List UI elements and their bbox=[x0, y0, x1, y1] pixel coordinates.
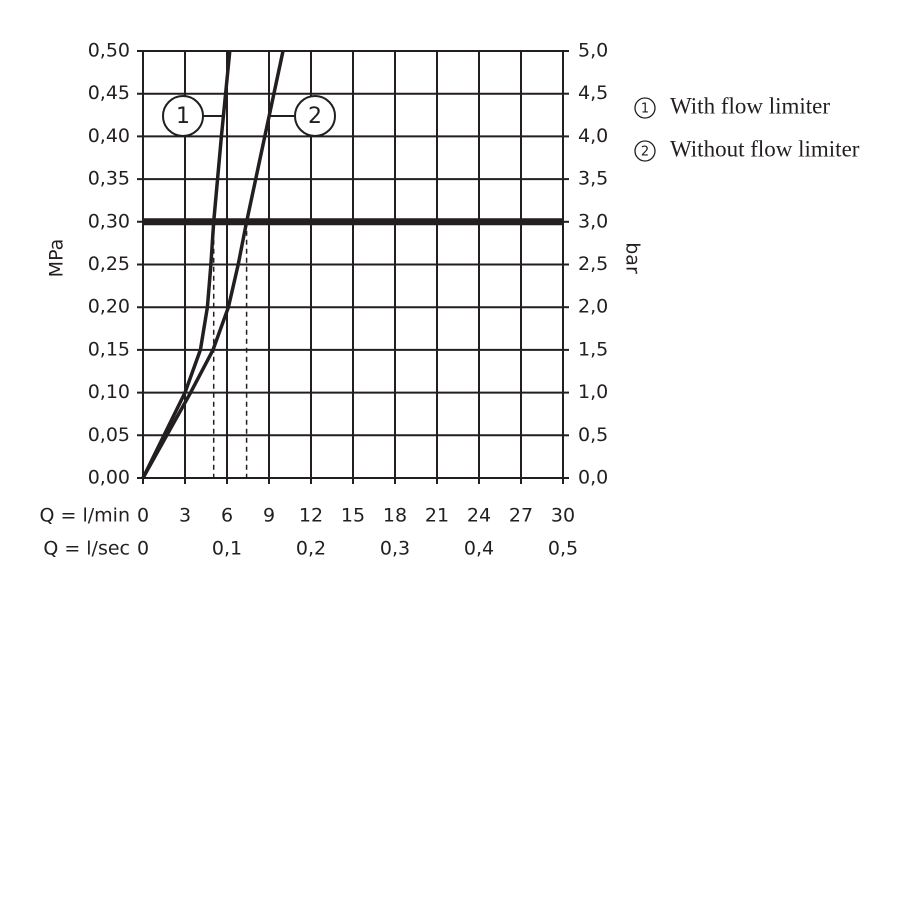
x2-axis-label: Q = l/sec bbox=[43, 538, 130, 560]
y2-tick-label: 5,0 bbox=[578, 40, 608, 62]
y2-tick-label: 4,0 bbox=[578, 125, 608, 147]
y-axis-label: MPa bbox=[46, 239, 68, 278]
x-tick-label: 24 bbox=[467, 505, 491, 527]
x-tick-label: 6 bbox=[221, 505, 233, 527]
x-tick-label: 18 bbox=[383, 505, 407, 527]
y-tick-label: 0,25 bbox=[88, 253, 130, 275]
x2-tick-label: 0,3 bbox=[380, 538, 410, 560]
callout-label: 2 bbox=[308, 104, 322, 129]
callout-label: 1 bbox=[176, 104, 190, 129]
legend-symbol bbox=[634, 97, 656, 119]
legend-label: With flow limiter bbox=[670, 93, 830, 118]
y2-tick-label: 3,0 bbox=[578, 210, 608, 232]
x2-tick-label: 0,2 bbox=[296, 538, 326, 560]
y-tick-label: 0,10 bbox=[88, 381, 130, 403]
legend-label: Without flow limiter bbox=[670, 136, 860, 161]
y2-tick-label: 2,5 bbox=[578, 253, 608, 275]
callout-circle bbox=[162, 95, 204, 137]
x-tick-label: 27 bbox=[509, 505, 533, 527]
x-tick-label: 30 bbox=[551, 505, 575, 527]
y2-tick-label: 1,5 bbox=[578, 338, 608, 360]
y-tick-label: 0,35 bbox=[88, 168, 130, 190]
y-tick-label: 0,15 bbox=[88, 338, 130, 360]
x-tick-label: 9 bbox=[263, 505, 275, 527]
x-tick-label: 21 bbox=[425, 505, 449, 527]
legend-symbol bbox=[634, 140, 656, 162]
x-tick-label: 0 bbox=[137, 505, 149, 527]
y2-tick-label: 1,0 bbox=[578, 381, 608, 403]
x2-tick-label: 0,1 bbox=[212, 538, 242, 560]
y-tick-label: 0,40 bbox=[88, 125, 130, 147]
x-tick-label: 3 bbox=[179, 505, 191, 527]
y-tick-label: 0,50 bbox=[88, 40, 130, 62]
y-tick-label: 0,05 bbox=[88, 424, 130, 446]
y-tick-label: 0,30 bbox=[88, 210, 130, 232]
x2-tick-label: 0,5 bbox=[548, 538, 578, 560]
y2-tick-label: 3,5 bbox=[578, 168, 608, 190]
x-tick-label: 12 bbox=[299, 505, 323, 527]
series-line bbox=[141, 50, 285, 479]
y-tick-label: 0,45 bbox=[88, 82, 130, 104]
x-tick-label: 15 bbox=[341, 505, 365, 527]
y-tick-label: 0,20 bbox=[88, 296, 130, 318]
legend-symbol-label: 1 bbox=[641, 102, 649, 117]
legend-symbol-label: 2 bbox=[641, 145, 649, 160]
y2-tick-label: 2,0 bbox=[578, 296, 608, 318]
y2-tick-label: 0,5 bbox=[578, 424, 608, 446]
callout-circle bbox=[294, 95, 336, 137]
y-tick-label: 0,00 bbox=[88, 467, 130, 489]
x-axis-label: Q = l/min bbox=[40, 505, 130, 527]
x2-tick-label: 0,4 bbox=[464, 538, 494, 560]
y2-axis-label: bar bbox=[622, 242, 644, 274]
x2-tick-label: 0 bbox=[137, 538, 149, 560]
y2-tick-label: 4,5 bbox=[578, 82, 608, 104]
series-line bbox=[141, 50, 232, 479]
y2-tick-label: 0,0 bbox=[578, 467, 608, 489]
